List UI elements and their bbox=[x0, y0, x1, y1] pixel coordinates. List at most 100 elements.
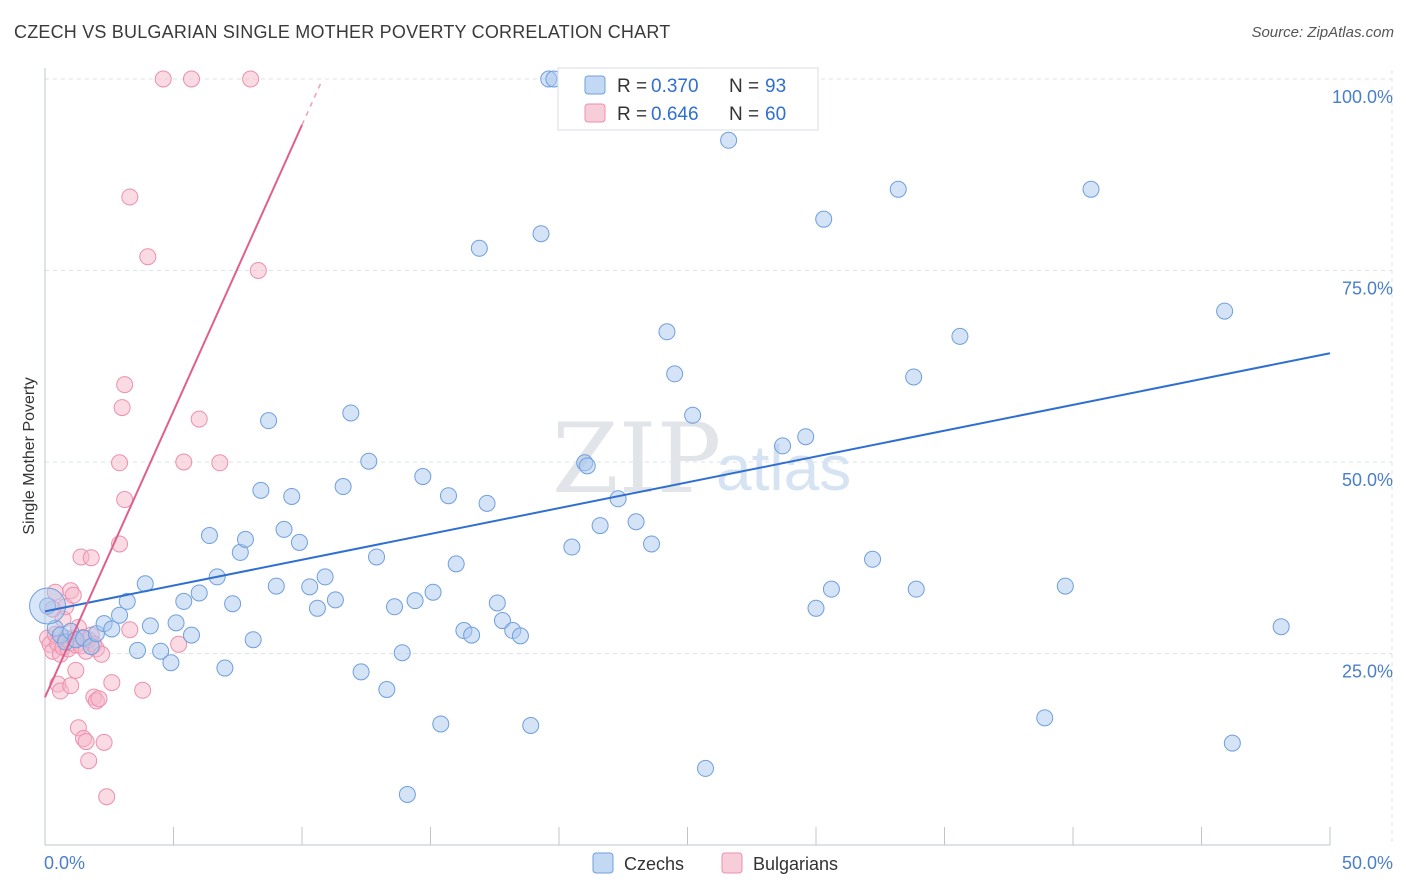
bulgarians-point-38 bbox=[95, 733, 113, 751]
czechs-point-27 bbox=[236, 530, 254, 548]
axes bbox=[44, 68, 1331, 846]
bulgarians-point-40 bbox=[103, 674, 121, 692]
bulgarians-point-57 bbox=[242, 70, 260, 88]
czechs-point-41 bbox=[352, 663, 370, 681]
bulgarians-regression-line bbox=[44, 124, 303, 698]
legend-bulgarians-swatch bbox=[584, 103, 606, 123]
bottom-legend-bulgarians-label: Bulgarians bbox=[753, 854, 838, 874]
czechs-point-70 bbox=[609, 490, 627, 508]
y-tick-label-0: 25.0% bbox=[1342, 662, 1393, 682]
bulgarians-point-50 bbox=[170, 635, 188, 653]
czechs-point-47 bbox=[398, 785, 416, 803]
czechs-point-68 bbox=[578, 457, 596, 475]
x-tick-labels: 0.0% 50.0% bbox=[44, 853, 1393, 873]
czechs-point-92 bbox=[1223, 734, 1241, 752]
legend-bulgarians-n-value: 60 bbox=[765, 104, 786, 125]
czechs-point-21 bbox=[190, 584, 208, 602]
czechs-point-66 bbox=[563, 538, 581, 556]
czechs-point-71 bbox=[627, 513, 645, 531]
czechs-point-28 bbox=[244, 631, 262, 649]
czechs-points bbox=[29, 70, 1290, 803]
bulgarians-point-43 bbox=[113, 399, 131, 417]
y-tick-labels: 25.0% 50.0% 75.0% 100.0% bbox=[1332, 87, 1393, 682]
czechs-point-32 bbox=[275, 520, 293, 538]
czechs-point-12 bbox=[118, 592, 136, 610]
czechs-point-57 bbox=[478, 494, 496, 512]
bottom-legend-czechs-swatch bbox=[592, 852, 614, 874]
x-tick-label-0: 0.0% bbox=[44, 853, 85, 873]
y-axis-title: Single Mother Poverty bbox=[21, 377, 38, 534]
bulgarians-point-49 bbox=[139, 248, 157, 266]
czechs-point-50 bbox=[424, 583, 442, 601]
czechs-point-43 bbox=[368, 548, 386, 566]
czechs-point-82 bbox=[822, 580, 840, 598]
czechs-point-42 bbox=[360, 452, 378, 470]
bulgarians-point-32 bbox=[80, 752, 98, 770]
czechs-point-45 bbox=[386, 598, 404, 616]
czechs-point-72 bbox=[643, 535, 661, 553]
czechs-point-20 bbox=[182, 626, 200, 644]
czechs-point-29 bbox=[252, 481, 270, 499]
czechs-point-34 bbox=[290, 533, 308, 551]
czechs-point-30 bbox=[260, 412, 278, 430]
czechs-point-69 bbox=[591, 517, 609, 535]
czechs-point-52 bbox=[439, 487, 457, 505]
legend-box: R = 0.370 N = 93 R = 0.646 N = 60 bbox=[557, 67, 819, 131]
bulgarians-point-39 bbox=[98, 788, 116, 806]
czechs-point-83 bbox=[864, 550, 882, 568]
czechs-point-44 bbox=[378, 681, 396, 699]
legend-bulgarians-n-label: N = bbox=[729, 104, 759, 125]
legend-bulgarians-r-label: R = bbox=[617, 104, 647, 125]
bulgarians-regression-extension bbox=[301, 78, 324, 126]
czechs-point-77 bbox=[720, 131, 738, 149]
bulgarians-point-33 bbox=[82, 549, 100, 567]
czechs-point-36 bbox=[308, 599, 326, 617]
bottom-legend-bulgarians-swatch bbox=[721, 852, 743, 874]
czechs-point-91 bbox=[1216, 302, 1234, 320]
czechs-point-78 bbox=[774, 437, 792, 455]
czechs-point-79 bbox=[797, 428, 815, 446]
bulgarians-point-54 bbox=[249, 262, 267, 279]
czechs-point-15 bbox=[141, 617, 159, 635]
czechs-point-38 bbox=[326, 591, 344, 609]
bulgarians-point-48 bbox=[134, 681, 152, 699]
czechs-point-46 bbox=[393, 644, 411, 662]
legend-czechs-n-label: N = bbox=[729, 76, 759, 97]
czechs-point-73 bbox=[658, 323, 676, 341]
czechs-point-75 bbox=[684, 406, 702, 424]
bottom-legend-czechs-label: Czechs bbox=[624, 854, 684, 874]
y-tick-label-2: 75.0% bbox=[1342, 279, 1393, 299]
czechs-point-49 bbox=[414, 468, 432, 486]
legend-czechs-n-value: 93 bbox=[765, 76, 786, 97]
y-tick-label-3: 100.0% bbox=[1332, 87, 1393, 107]
czechs-point-85 bbox=[905, 368, 923, 386]
legend-czechs-swatch bbox=[584, 75, 606, 95]
bottom-legend: Czechs Bulgarians bbox=[592, 852, 838, 874]
bulgarians-point-56 bbox=[182, 70, 200, 88]
czechs-point-76 bbox=[696, 759, 714, 777]
czechs-point-31 bbox=[267, 577, 285, 595]
czechs-point-74 bbox=[666, 365, 684, 383]
czechs-point-17 bbox=[162, 654, 180, 672]
czechs-point-62 bbox=[522, 717, 540, 735]
czechs-point-24 bbox=[216, 659, 234, 677]
bulgarians-point-31 bbox=[77, 733, 95, 751]
czechs-point-48 bbox=[406, 592, 424, 610]
czechs-point-22 bbox=[200, 527, 218, 545]
bulgarians-point-47 bbox=[121, 188, 139, 206]
czechs-point-93 bbox=[1272, 618, 1290, 636]
x-tick-label-1: 50.0% bbox=[1342, 853, 1393, 873]
czechs-point-63 bbox=[532, 225, 550, 243]
chart-title: CZECH VS BULGARIAN SINGLE MOTHER POVERTY… bbox=[14, 22, 671, 42]
czechs-point-35 bbox=[301, 578, 319, 596]
bulgarians-point-27 bbox=[67, 661, 85, 679]
czechs-point-33 bbox=[283, 487, 301, 505]
czechs-point-59 bbox=[493, 612, 511, 630]
bulgarians-points bbox=[39, 70, 267, 806]
source-label: Source: ZipAtlas.com bbox=[1251, 24, 1394, 41]
bulgarians-point-58 bbox=[62, 677, 80, 695]
bulgarians-point-51 bbox=[175, 453, 193, 471]
czechs-point-58 bbox=[488, 594, 506, 612]
czechs-point-18 bbox=[167, 614, 185, 632]
grid-lines bbox=[45, 70, 1393, 845]
